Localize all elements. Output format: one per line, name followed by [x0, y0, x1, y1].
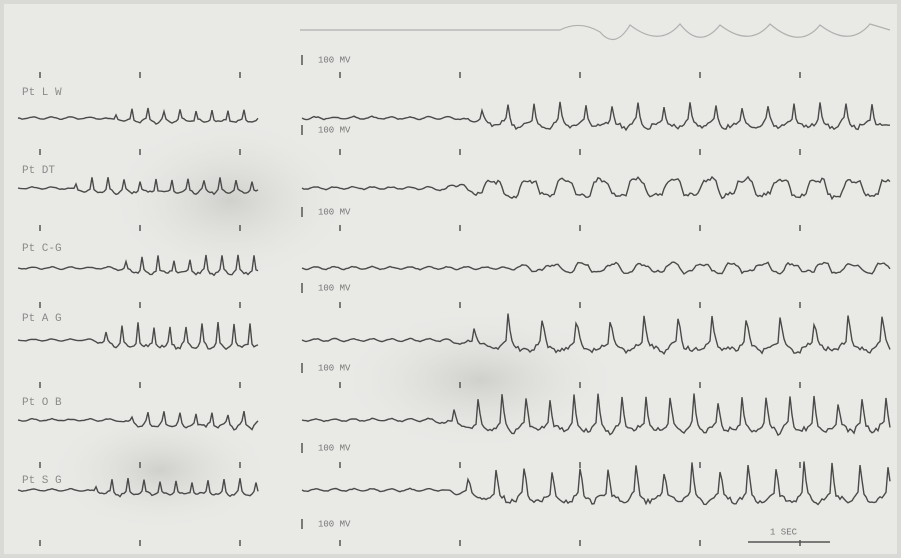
row-label: Pt A G	[22, 313, 62, 325]
scale-label: 100 MV	[318, 207, 351, 217]
scale-label: 100 MV	[318, 125, 351, 135]
page: Pt L W Pt DT Pt C-G Pt A G Pt O B Pt S G 100 M…	[0, 0, 901, 558]
row-label: Pt DT	[22, 165, 55, 177]
row-label: Pt O B	[22, 397, 62, 409]
row-label: Pt L W	[22, 87, 62, 99]
scale-label: 100 MV	[318, 283, 351, 293]
scale-label: 100 MV	[318, 443, 351, 453]
row-label: Pt S G	[22, 475, 62, 487]
time-label: 1 SEC	[770, 527, 798, 537]
row-label: Pt C-G	[22, 243, 62, 255]
figure: Pt L W Pt DT Pt C-G Pt A G Pt O B Pt S G 100 M…	[0, 0, 901, 558]
scale-label: 100 MV	[318, 519, 351, 529]
scale-label: 100 MV	[318, 55, 351, 65]
scale-label: 100 MV	[318, 363, 351, 373]
stain	[110, 120, 350, 280]
